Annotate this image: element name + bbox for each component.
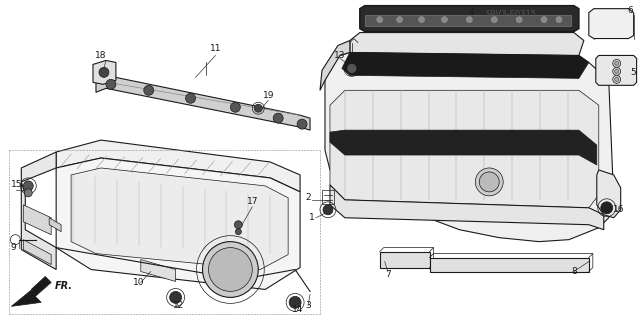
Polygon shape [71, 168, 288, 270]
Polygon shape [325, 52, 614, 241]
Circle shape [612, 75, 621, 83]
Circle shape [347, 63, 357, 73]
Circle shape [230, 102, 241, 112]
Circle shape [297, 119, 307, 129]
Text: 18: 18 [95, 51, 107, 60]
Text: 4: 4 [468, 8, 474, 17]
Circle shape [23, 181, 33, 191]
Text: 6: 6 [628, 6, 634, 15]
Circle shape [24, 189, 32, 197]
Text: 8: 8 [571, 267, 577, 276]
Bar [322, 190, 334, 204]
Circle shape [254, 104, 262, 112]
Polygon shape [330, 130, 596, 165]
Text: S9V3-E0315: S9V3-E0315 [486, 10, 537, 19]
Circle shape [612, 59, 621, 67]
Circle shape [614, 78, 619, 81]
Text: 17: 17 [246, 197, 258, 206]
Text: 3: 3 [305, 301, 311, 310]
Text: 15: 15 [11, 180, 22, 189]
Polygon shape [596, 170, 621, 218]
Polygon shape [23, 205, 51, 235]
Text: 19: 19 [262, 91, 274, 100]
Circle shape [323, 205, 333, 215]
Circle shape [273, 113, 283, 123]
Polygon shape [21, 182, 56, 270]
Polygon shape [96, 75, 310, 130]
Circle shape [601, 202, 612, 214]
Circle shape [236, 229, 241, 235]
Circle shape [106, 79, 116, 89]
Circle shape [397, 17, 403, 23]
Polygon shape [56, 158, 300, 289]
Text: 2: 2 [305, 193, 311, 202]
Text: 5: 5 [631, 68, 637, 77]
Circle shape [476, 168, 503, 196]
Circle shape [442, 17, 447, 23]
Circle shape [479, 172, 499, 192]
Circle shape [289, 296, 301, 308]
Polygon shape [589, 9, 634, 39]
Polygon shape [429, 257, 589, 271]
Polygon shape [350, 33, 584, 60]
Circle shape [516, 17, 522, 23]
Circle shape [612, 67, 621, 75]
Circle shape [234, 221, 243, 229]
Circle shape [186, 93, 196, 103]
Polygon shape [93, 60, 116, 84]
Polygon shape [56, 140, 300, 192]
Text: 16: 16 [613, 205, 625, 214]
Text: 12: 12 [173, 301, 184, 310]
Polygon shape [330, 90, 599, 208]
Text: 11: 11 [210, 44, 221, 53]
Polygon shape [141, 260, 175, 281]
Circle shape [467, 17, 472, 23]
Circle shape [202, 241, 259, 297]
Text: 1: 1 [309, 213, 315, 222]
Circle shape [419, 17, 424, 23]
Circle shape [99, 67, 109, 78]
Text: 10: 10 [133, 278, 145, 287]
Polygon shape [49, 218, 61, 232]
Polygon shape [380, 252, 429, 268]
Polygon shape [365, 15, 571, 26]
Circle shape [541, 17, 547, 23]
Polygon shape [342, 52, 589, 78]
Polygon shape [596, 56, 637, 85]
Circle shape [377, 17, 383, 23]
Polygon shape [330, 185, 604, 230]
Circle shape [556, 17, 562, 23]
Text: 9: 9 [10, 243, 16, 252]
Circle shape [170, 292, 182, 303]
Polygon shape [21, 152, 56, 182]
Polygon shape [320, 41, 350, 90]
Circle shape [614, 62, 619, 65]
Polygon shape [12, 277, 51, 306]
Text: 7: 7 [385, 270, 390, 279]
Text: 14: 14 [292, 305, 304, 314]
Polygon shape [23, 240, 51, 264]
Text: 13: 13 [334, 51, 346, 60]
Circle shape [614, 70, 619, 73]
Circle shape [492, 17, 497, 23]
Text: FR.: FR. [55, 281, 73, 292]
Circle shape [209, 248, 252, 292]
Polygon shape [360, 6, 579, 32]
Circle shape [144, 85, 154, 95]
